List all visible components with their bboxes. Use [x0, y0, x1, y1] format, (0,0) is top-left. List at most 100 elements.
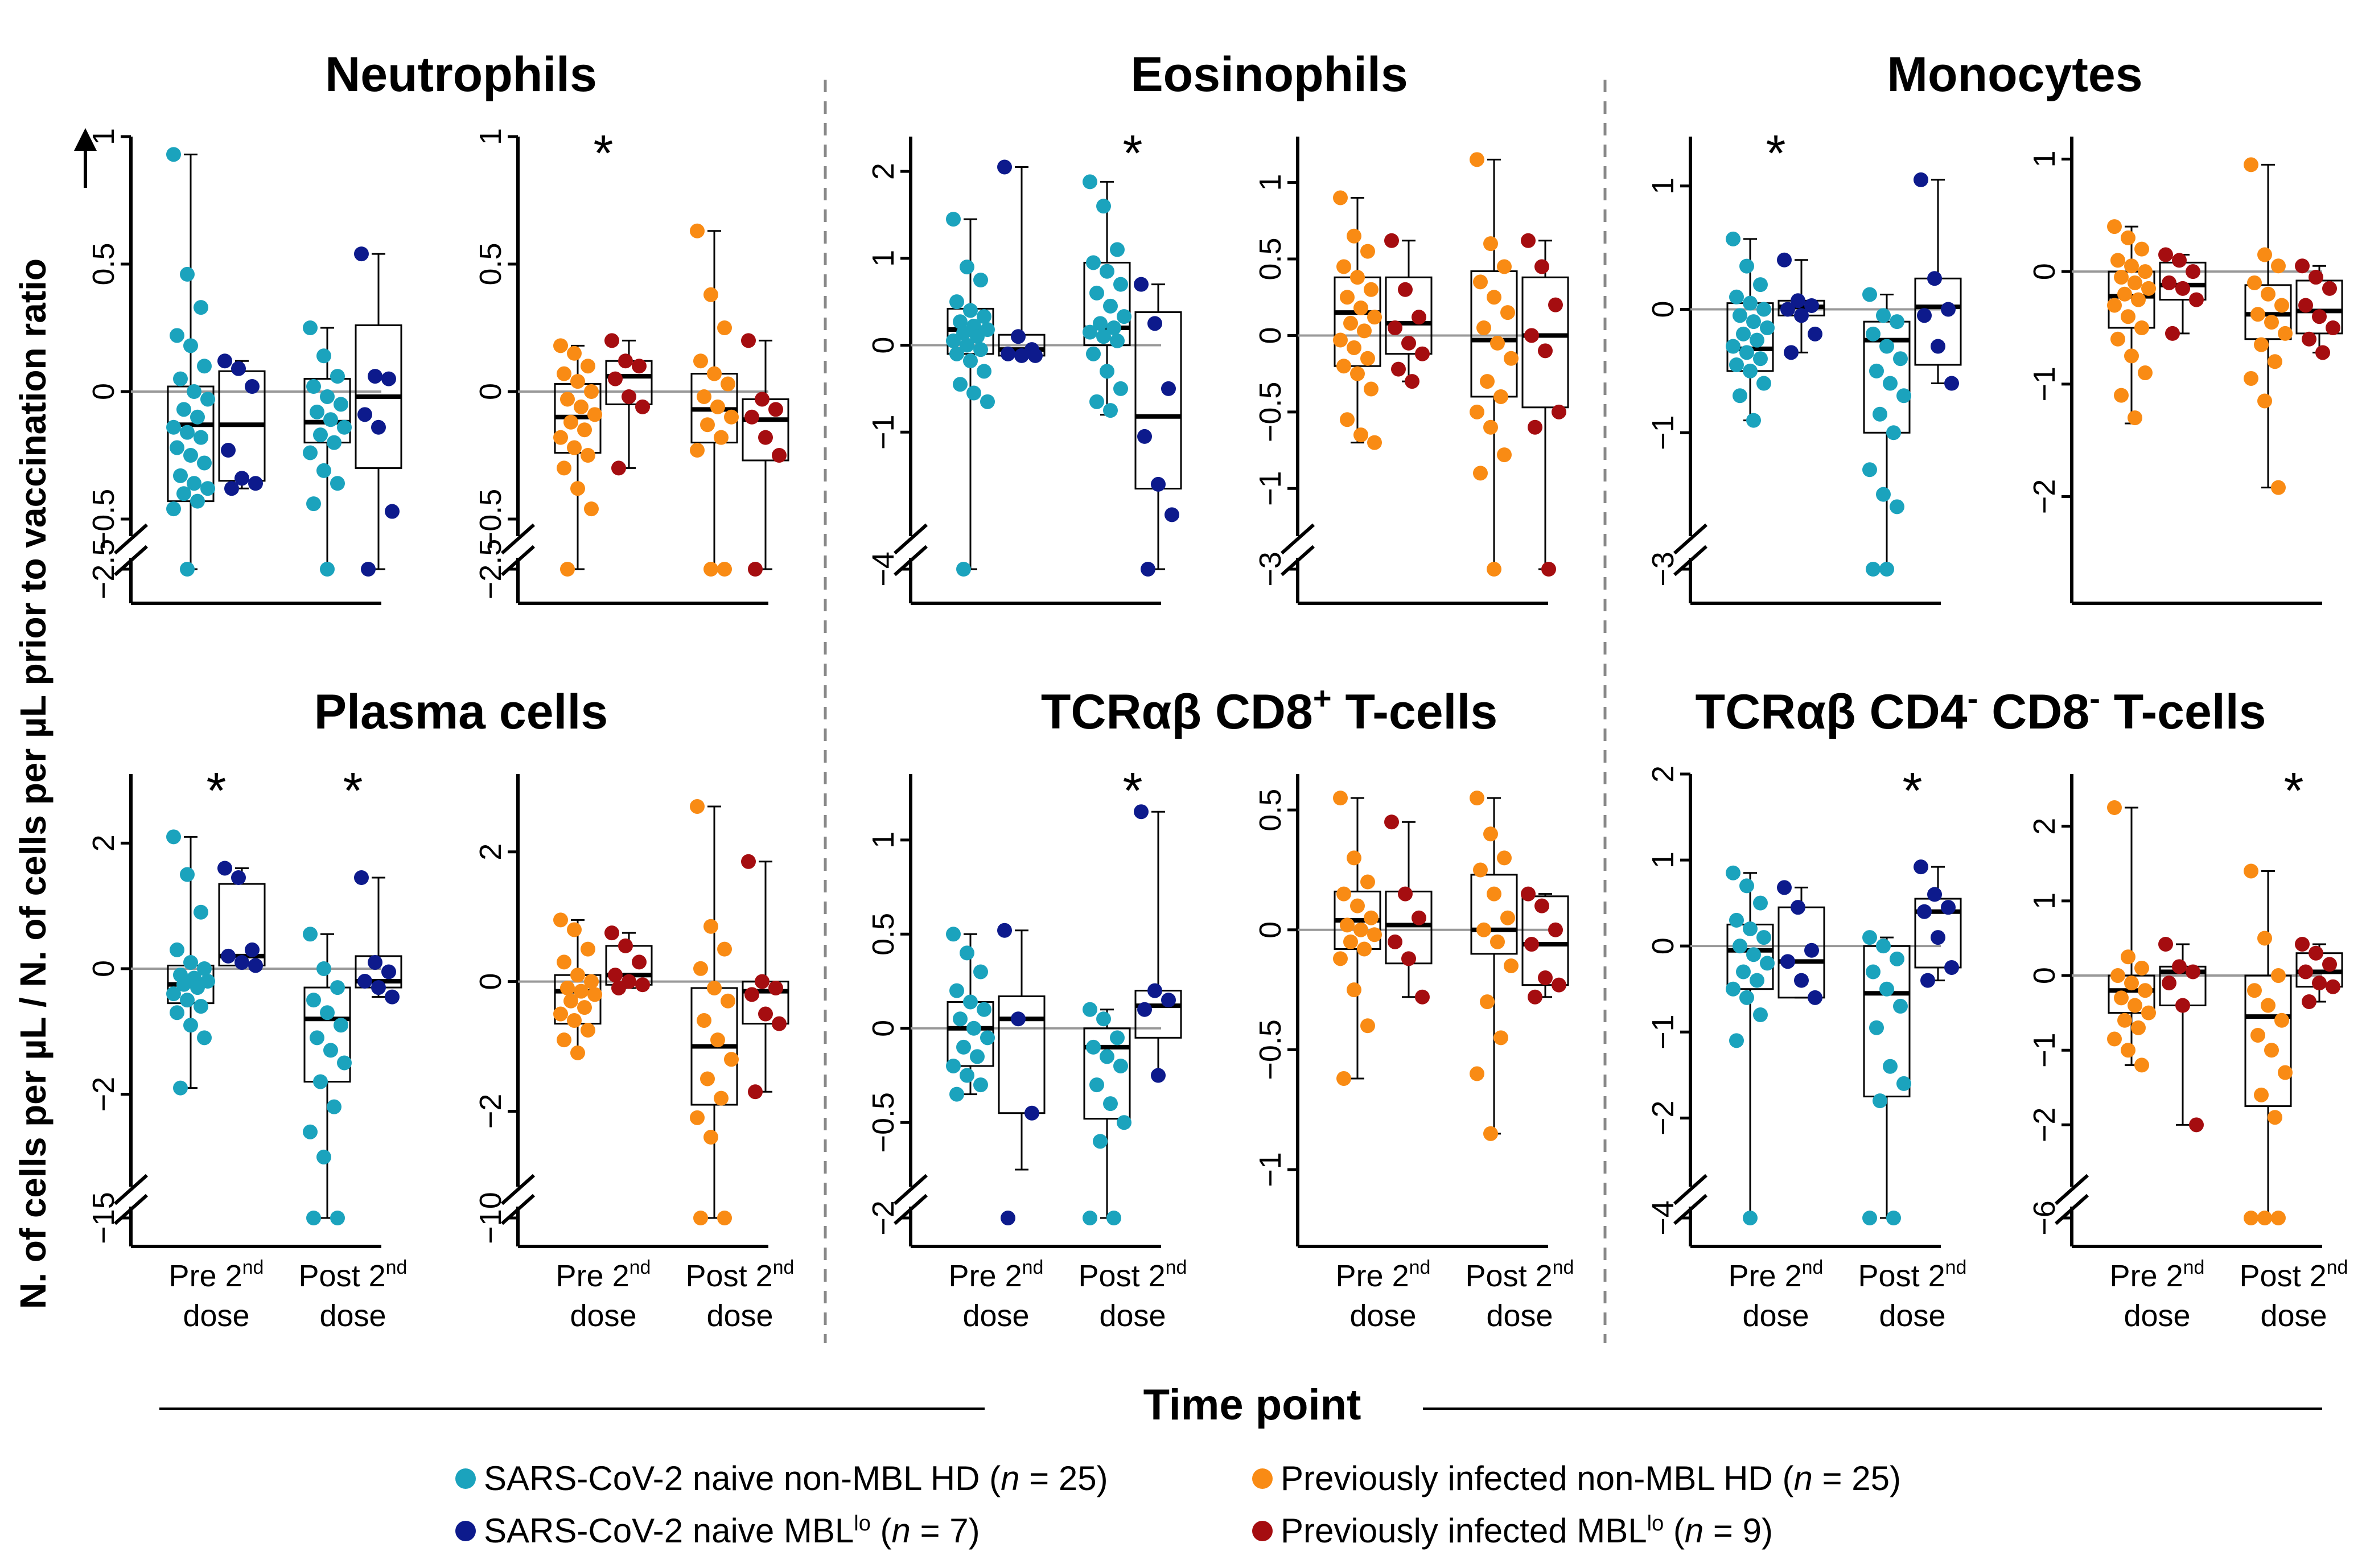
y-tick-label: 0 [2027, 967, 2061, 984]
data-point [357, 974, 372, 989]
y-tick-label: −2 [1646, 1101, 1680, 1136]
data-point [997, 159, 1012, 175]
x-tick-sup: nd [773, 1257, 795, 1278]
data-point [1497, 447, 1512, 463]
y-break-label: −6 [2027, 1200, 2061, 1236]
arrow-head [74, 128, 97, 151]
box-inf_mbl [1521, 233, 1569, 577]
data-point [368, 954, 382, 970]
axis-break-mark [114, 1194, 148, 1225]
x-tick-label: dose [1099, 1299, 1166, 1333]
data-point [2162, 976, 2176, 991]
data-point [1117, 1115, 1131, 1130]
data-point [2134, 1057, 2149, 1073]
data-point [2271, 258, 2286, 274]
box-inf_mbl [604, 925, 653, 995]
data-point [1360, 1018, 1375, 1034]
box-naive_mbl [1777, 880, 1825, 1005]
box-inf_hd [2244, 863, 2293, 1225]
significance-star: * [1122, 125, 1142, 182]
data-point [1746, 947, 1761, 962]
data-point [1024, 1105, 1039, 1121]
data-point [1110, 333, 1125, 348]
data-point [970, 329, 985, 344]
legend-item-naive-hd: SARS-CoV-2 naive non-MBL HD (n = 25) [455, 1459, 1108, 1498]
x-tick-label: Post 2nd [1858, 1257, 1967, 1293]
data-point [1388, 320, 1402, 335]
data-point [1476, 922, 1491, 937]
y-tick-label: 0 [87, 383, 121, 400]
data-point [1473, 466, 1488, 481]
data-point [330, 369, 345, 384]
data-point [1100, 264, 1114, 279]
y-tick-label: 1 [1646, 851, 1680, 869]
x-tick-sup: nd [1166, 1257, 1187, 1278]
title-suffix: T-cells [2100, 685, 2266, 739]
data-point [1110, 242, 1125, 257]
data-point [1001, 346, 1015, 361]
y-tick-label: 0 [1646, 937, 1680, 954]
axis-break-mark [1673, 1174, 1707, 1205]
panel-title: Monocytes [1887, 47, 2142, 102]
data-point [690, 443, 705, 458]
y-break-label: −2 [866, 1200, 900, 1236]
data-point [1750, 973, 1764, 988]
y-tick-label: −2 [474, 1094, 508, 1129]
data-point [2107, 1031, 2122, 1047]
data-point [748, 562, 763, 577]
data-point [1538, 970, 1553, 986]
data-point [1367, 310, 1382, 325]
box-naive_hd [1726, 231, 1775, 428]
data-point [1093, 316, 1108, 331]
data-point [1893, 351, 1908, 367]
data-point [1336, 886, 1351, 902]
data-point [1134, 804, 1149, 820]
data-point [1726, 339, 1740, 354]
x-tick-label: Post 2nd [2240, 1257, 2348, 1293]
data-point [2244, 863, 2258, 879]
data-point [1340, 290, 1355, 305]
x-tick-sup: nd [2327, 1257, 2348, 1278]
data-point [1780, 302, 1795, 317]
data-point [1014, 348, 1029, 363]
data-point [313, 427, 328, 443]
data-point [1473, 274, 1488, 290]
data-point [1405, 374, 1419, 389]
data-point [2312, 976, 2327, 991]
data-point [2257, 1211, 2272, 1225]
data-point [327, 435, 341, 450]
data-point [245, 942, 260, 957]
data-point [1729, 912, 1744, 928]
data-point [1941, 302, 1956, 317]
data-point [557, 366, 571, 381]
data-point [1914, 859, 1928, 875]
data-point [2315, 345, 2330, 360]
data-point [166, 147, 181, 162]
data-point [381, 371, 396, 386]
box-inf_mbl [1384, 814, 1433, 1005]
data-point [2172, 253, 2187, 268]
iqr-box [1385, 276, 1433, 355]
axis-break-mark [2055, 1174, 2089, 1205]
x-tick-sup: nd [629, 1257, 651, 1278]
data-point [1113, 381, 1128, 396]
data-point [1333, 190, 1348, 205]
data-point [2247, 983, 2262, 998]
data-point [604, 333, 619, 348]
y-tick-label: 2 [1646, 766, 1680, 783]
data-point [170, 440, 184, 455]
data-point [1470, 791, 1484, 806]
data-point [231, 870, 246, 886]
data-point [1500, 305, 1515, 320]
data-point [2134, 241, 2149, 257]
data-point [1343, 315, 1358, 331]
data-point [748, 1084, 763, 1100]
y-tick-label: −1 [866, 414, 900, 450]
x-tick-label: dose [706, 1299, 773, 1333]
x-tick-label: Pre 2nd [556, 1257, 651, 1293]
box-inf_hd [1333, 190, 1382, 450]
data-point [1147, 316, 1162, 331]
data-point [2158, 936, 2173, 952]
panel-title: Eosinophils [1130, 47, 1408, 102]
data-point [1873, 406, 1887, 422]
